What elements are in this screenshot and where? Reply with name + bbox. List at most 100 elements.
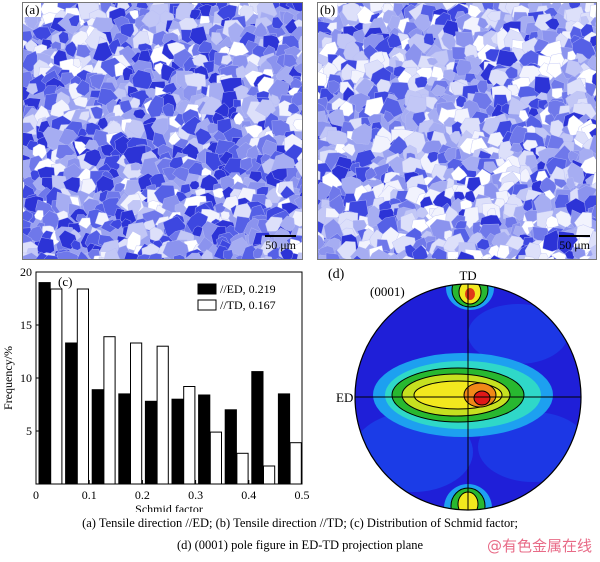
micrograph-a-image <box>23 3 302 259</box>
bar <box>130 342 143 485</box>
grain <box>368 249 394 259</box>
grain <box>549 3 554 5</box>
grain <box>547 255 555 259</box>
grain <box>271 16 284 30</box>
grain <box>416 206 429 219</box>
scale-bar-line <box>265 235 296 237</box>
grain <box>189 8 201 21</box>
grain <box>402 255 415 259</box>
grain <box>353 255 362 259</box>
grain <box>589 4 596 21</box>
grain <box>592 87 596 98</box>
bar <box>144 400 158 485</box>
bar <box>251 371 264 485</box>
watermark: @有色金属在线 <box>486 537 592 555</box>
grain <box>119 99 133 114</box>
scale-bar-label: 50 μm <box>265 238 296 252</box>
grain <box>486 10 501 22</box>
grain <box>104 247 120 259</box>
grain <box>426 57 439 66</box>
bar <box>277 393 291 485</box>
micrograph-b: (b) 50 μm <box>317 2 597 260</box>
grain <box>505 235 526 251</box>
grain <box>292 118 302 131</box>
y-axis-label: Frequency/% <box>1 346 15 410</box>
grain <box>26 83 38 95</box>
grain <box>189 180 200 190</box>
grain <box>490 255 502 259</box>
grain <box>296 227 302 238</box>
grain <box>595 106 596 109</box>
grain <box>431 247 448 259</box>
micrograph-a: (a) 50 μm <box>22 2 303 260</box>
grain <box>72 96 89 108</box>
grain <box>89 74 106 90</box>
grain <box>252 21 268 38</box>
grain <box>210 32 223 46</box>
grain <box>220 210 230 220</box>
grain <box>83 148 102 167</box>
grain <box>75 44 93 58</box>
grain <box>351 123 372 145</box>
grain <box>239 156 253 171</box>
grain <box>595 248 596 252</box>
pole-figure-outline <box>354 283 582 511</box>
grain <box>457 251 475 259</box>
scale-bar-a: 50 μm <box>265 235 296 253</box>
grain <box>524 242 543 259</box>
grain <box>161 102 175 117</box>
grain <box>566 177 576 190</box>
bar <box>91 389 104 485</box>
grain <box>162 239 190 259</box>
x-axis-label: Schmid factor <box>135 502 203 512</box>
grain <box>62 176 81 194</box>
grain <box>441 32 458 51</box>
grain <box>565 59 584 77</box>
y-tick-label: 15 <box>20 318 32 332</box>
grain <box>554 178 568 189</box>
grain <box>431 84 447 97</box>
grain <box>283 53 300 68</box>
grain <box>161 82 178 96</box>
grain <box>233 112 245 126</box>
grain <box>442 3 458 11</box>
grain <box>202 60 215 74</box>
x-tick-label: 0.4 <box>241 488 256 502</box>
grain <box>525 154 539 170</box>
bar <box>263 465 276 485</box>
grain <box>147 95 164 118</box>
grain <box>191 225 204 238</box>
grain <box>72 58 82 69</box>
grain <box>383 110 395 124</box>
grain <box>585 82 596 98</box>
schmid-factor-chart: 0 0.1 0.2 0.3 0.4 0.5 5 10 15 20 Schmid factor Freq… <box>1 265 310 512</box>
figure-caption-line-2: (d) (0001) pole figure in ED-TD projecti… <box>176 538 424 552</box>
figure-caption-line-1: (a) Tensile direction //ED; (b) Tensile … <box>82 516 518 530</box>
grain <box>370 135 395 154</box>
grain <box>279 247 296 259</box>
grain <box>318 71 328 87</box>
pole-figure-contours <box>355 284 581 510</box>
grain <box>77 250 89 259</box>
grain <box>327 80 340 95</box>
grain <box>212 187 226 199</box>
grain <box>593 94 596 103</box>
grain <box>298 184 302 195</box>
grain <box>414 76 428 88</box>
grain <box>58 31 70 45</box>
ed-axis-label: ED <box>336 390 353 405</box>
scale-bar-b: 50 μm <box>559 235 590 253</box>
bar <box>171 398 184 485</box>
grain <box>126 119 147 138</box>
grain <box>293 62 302 74</box>
grain <box>74 141 89 155</box>
bar <box>65 342 78 485</box>
grain <box>172 166 190 183</box>
grain <box>423 33 435 46</box>
grain <box>591 72 596 88</box>
grain <box>68 14 80 27</box>
grain <box>497 244 510 259</box>
grain <box>505 258 512 259</box>
grain <box>477 16 489 30</box>
bar <box>289 442 302 485</box>
